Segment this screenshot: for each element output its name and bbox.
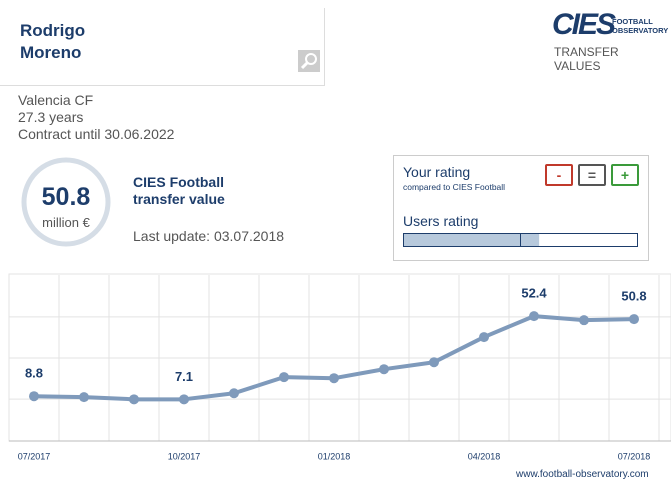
logo-line: OBSERVATORY	[612, 26, 669, 35]
users-rating-fill	[404, 234, 540, 246]
point	[79, 392, 89, 403]
last-name: Moreno	[20, 43, 82, 62]
age: 27.3 years	[18, 109, 84, 125]
footer-link[interactable]: www.football-observatory.com	[516, 469, 649, 480]
data-label: 52.4	[521, 286, 547, 301]
point	[279, 372, 289, 383]
rating-box	[393, 155, 649, 261]
search-button[interactable]	[298, 50, 320, 72]
section-line: VALUES	[554, 59, 601, 73]
users-rating-bar	[403, 233, 638, 247]
data-label: 8.8	[25, 366, 43, 381]
rate-higher[interactable]: +	[611, 164, 639, 186]
data-label: 50.8	[621, 289, 646, 304]
rating-subtitle: compared to CIES Football	[403, 182, 506, 192]
point	[629, 314, 639, 325]
x-tick-label: 04/2018	[468, 451, 501, 461]
users-rating-title: Users rating	[403, 213, 479, 229]
value-label: CIES Football transfer value	[133, 174, 225, 208]
x-tick-label: 07/2017	[18, 451, 51, 461]
logo: CIES	[552, 8, 616, 41]
point	[429, 357, 439, 368]
point	[29, 391, 39, 402]
point	[379, 364, 389, 375]
section: TRANSFER VALUES	[554, 45, 619, 73]
search-icon	[300, 53, 317, 70]
logo-line: FOOTBALL	[612, 17, 653, 26]
section-line: TRANSFER	[554, 45, 619, 59]
point	[479, 332, 489, 343]
point	[329, 373, 339, 384]
rate-lower[interactable]: -	[545, 164, 573, 186]
logo-text: FOOTBALL OBSERVATORY	[612, 17, 668, 35]
value-unit: million €	[42, 215, 90, 230]
point	[529, 311, 539, 322]
first-name: Rodrigo	[20, 21, 86, 40]
chart: 8.8 7.1 52.4 50.8 07/2017 10/2017 01/2018 04/20…	[8, 273, 671, 461]
data-label: 7.1	[175, 369, 193, 384]
player-info: Valencia CF 27.3 years Contract until 30…	[18, 92, 174, 143]
x-tick-label: 10/2017	[168, 451, 201, 461]
label-line: transfer value	[133, 191, 225, 207]
value: 50.8	[41, 183, 91, 211]
contract: Contract until 30.06.2022	[18, 126, 175, 142]
point	[579, 315, 589, 326]
player-name: Rodrigo Moreno	[20, 20, 85, 64]
point	[229, 388, 239, 399]
rating-title: Your rating	[403, 164, 471, 180]
point	[129, 394, 139, 405]
name-box	[0, 8, 325, 86]
label-line: CIES Football	[133, 174, 224, 190]
last-update: Last update: 03.07.2018	[133, 228, 285, 244]
point	[179, 394, 189, 405]
club: Valencia CF	[18, 92, 94, 108]
x-tick-label: 01/2018	[318, 451, 351, 461]
x-tick-label: 07/2018	[618, 451, 651, 461]
value-circle	[21, 157, 111, 247]
rate-equal[interactable]: =	[578, 164, 606, 186]
